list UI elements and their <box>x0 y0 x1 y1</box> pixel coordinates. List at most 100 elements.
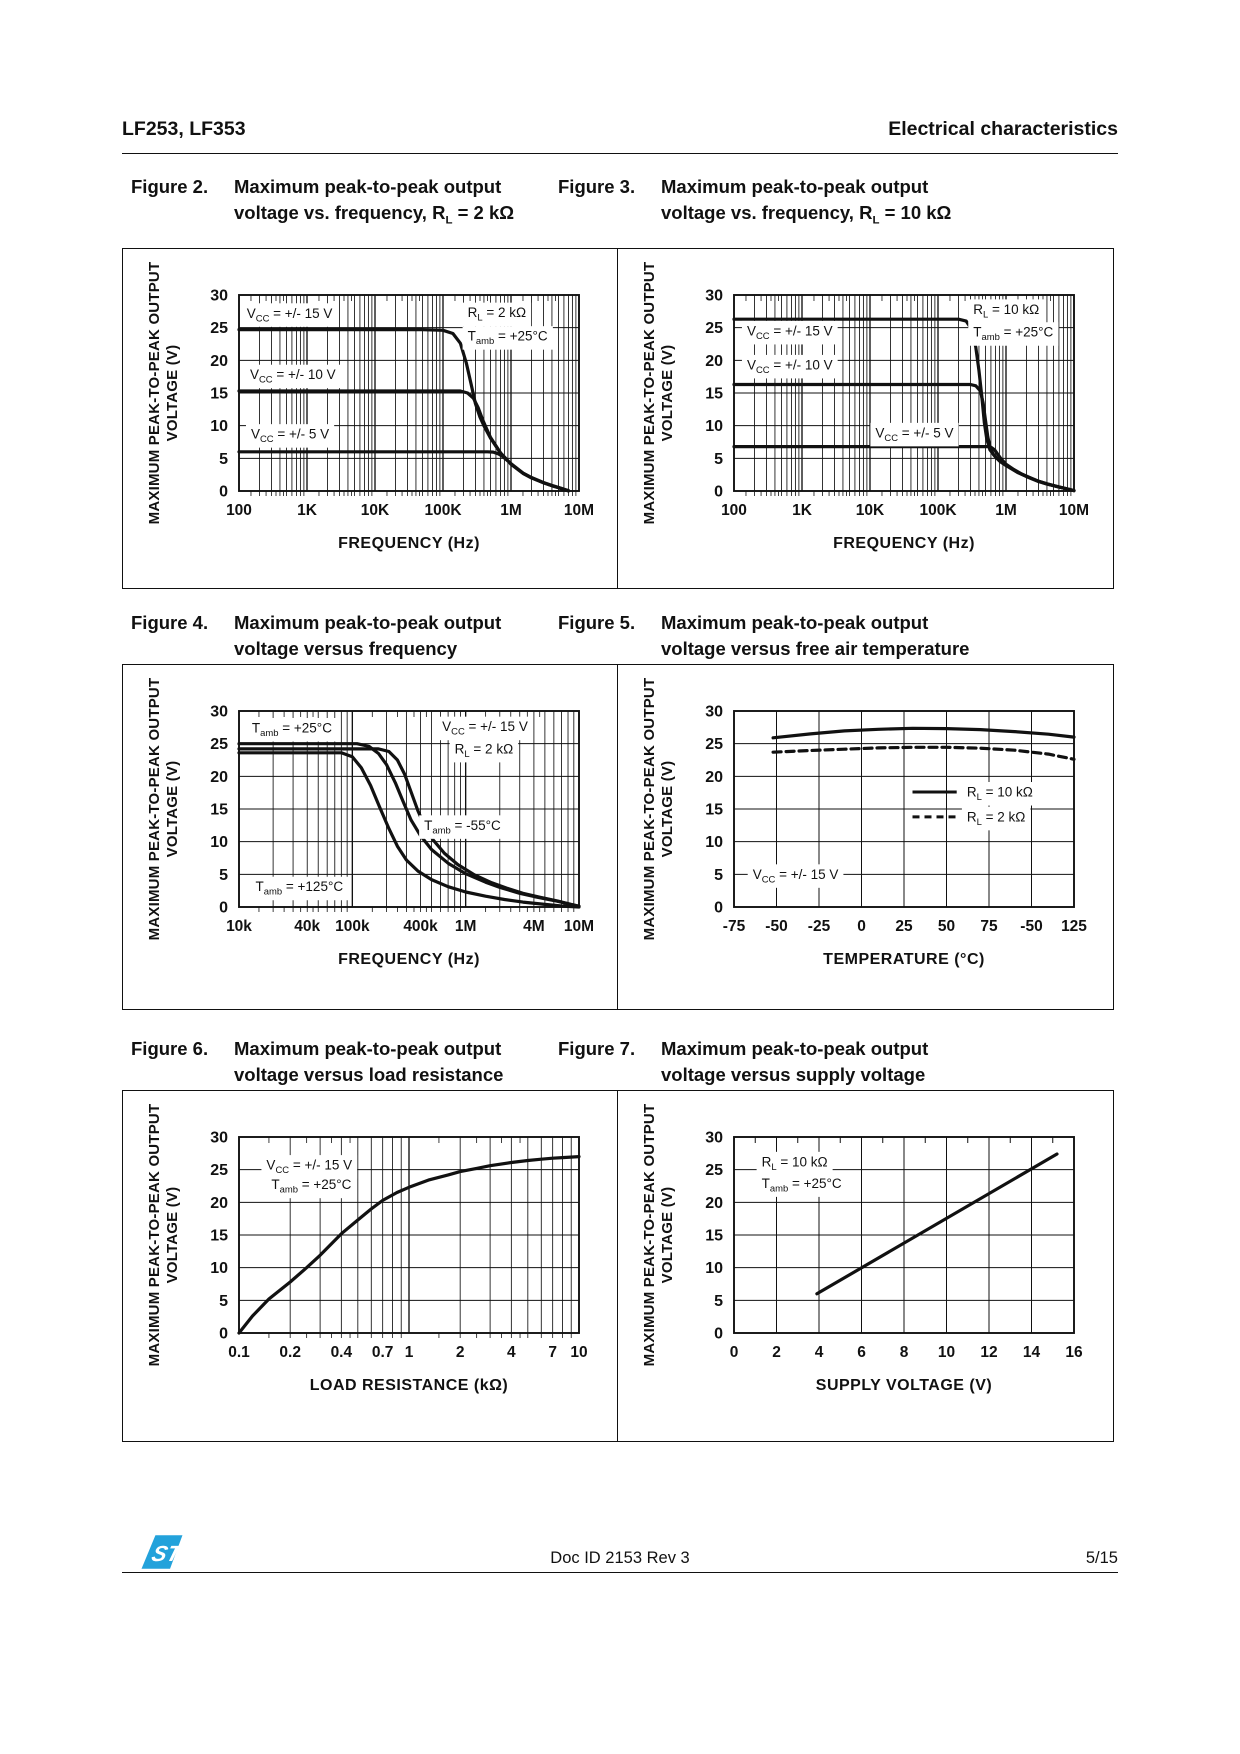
chart-annotation: VCC = +/- 15 V <box>241 303 338 327</box>
svg-text:5: 5 <box>714 451 723 468</box>
chart-annotation: RL = 2 kΩ <box>449 738 519 763</box>
svg-text:14: 14 <box>1023 1344 1041 1361</box>
caption-row-2: Figure 4. Maximum peak-to-peak output vol… <box>122 610 1118 680</box>
footer-doc-id: Doc ID 2153 Rev 3 <box>550 1549 690 1567</box>
figure-5-panel: RL = 10 kΩ RL = 2 kΩ VCC = +/- 15 V 0 5 10 15 2… <box>617 664 1115 1010</box>
svg-text:100K: 100K <box>920 502 958 519</box>
svg-text:0: 0 <box>714 900 723 917</box>
svg-text:1M: 1M <box>500 502 522 519</box>
figure-4-title: Maximum peak-to-peak output voltage versu… <box>234 612 502 659</box>
header-rule <box>122 153 1118 154</box>
chart-annotation: VCC = +/- 5 V <box>245 424 335 448</box>
svg-text:0: 0 <box>730 1344 739 1361</box>
figure-3-chart: VCC = +/- 15 V VCC = +/- 10 V VCC = +/- 5 … <box>618 249 1113 563</box>
caption-row-3: Figure 6. Maximum peak-to-peak output vol… <box>122 1036 1118 1106</box>
svg-text:40k: 40k <box>294 918 320 935</box>
fig4-plot: Tamb = +25°C VCC = +/- 15 V RL = 2 kΩ Tamb … <box>146 678 594 968</box>
svg-text:Tamb = +25°C: Tamb = +25°C <box>252 720 332 739</box>
axis-labels: 0 5 10 15 20 25 30 100 1K 10K 100K 1M 10M FREQUENCY (… <box>641 262 1089 552</box>
svg-text:4: 4 <box>507 1344 516 1361</box>
chart-annotation: Tamb = +25°C <box>266 1174 357 1199</box>
svg-text:VCC = +/- 5 V: VCC = +/- 5 V <box>876 425 954 444</box>
svg-text:10M: 10M <box>564 918 594 935</box>
svg-text:FREQUENCY (Hz): FREQUENCY (Hz) <box>833 535 975 552</box>
svg-text:SUPPLY VOLTAGE (V): SUPPLY VOLTAGE (V) <box>816 1377 992 1394</box>
svg-text:0: 0 <box>219 900 228 917</box>
svg-text:15: 15 <box>210 386 228 403</box>
chart-annotation: RL = 2 kΩ <box>912 806 1031 831</box>
chart-annotation: VCC = +/- 15 V <box>437 716 533 741</box>
series-tamb-125-c <box>237 751 581 909</box>
svg-text:10: 10 <box>210 1260 228 1277</box>
svg-text:5: 5 <box>714 867 723 884</box>
svg-text:10: 10 <box>706 834 724 851</box>
svg-text:10: 10 <box>210 418 228 435</box>
svg-text:15: 15 <box>706 802 724 819</box>
svg-text:400k: 400k <box>403 918 438 935</box>
svg-text:5: 5 <box>219 451 228 468</box>
fig7-plot: RL = 10 kΩ Tamb = +25°C 0 5 10 15 20 25 30 0 2 4 6 8 1… <box>641 1104 1084 1394</box>
svg-text:VOLTAGE (V): VOLTAGE (V) <box>659 345 676 442</box>
svg-text:5: 5 <box>219 1293 228 1310</box>
chart-annotation: RL = 10 kΩ <box>756 1151 833 1176</box>
chart-annotation: VCC = +/- 15 V <box>748 864 844 888</box>
figure-7-title: Maximum peak-to-peak output voltage versu… <box>661 1038 929 1085</box>
svg-text:RL = 10 kΩ: RL = 10 kΩ <box>974 302 1040 321</box>
figure-3-caption: Figure 3. Maximum peak-to-peak output vol… <box>558 174 1038 234</box>
part-number: LF253, LF353 <box>122 118 246 140</box>
fig2-plot: VCC = +/- 15 V VCC = +/- 10 V VCC = +/- 5 … <box>146 262 594 552</box>
svg-text:0: 0 <box>858 918 867 935</box>
chart-annotation: VCC = +/- 10 V <box>742 354 838 379</box>
svg-text:10M: 10M <box>564 502 594 519</box>
svg-text:30: 30 <box>210 704 228 721</box>
svg-text:20: 20 <box>210 1195 228 1212</box>
svg-text:VCC = +/- 5 V: VCC = +/- 5 V <box>251 427 329 446</box>
chart-annotation: RL = 10 kΩ <box>968 299 1045 323</box>
chart-annotation: RL = 2 kΩ <box>462 302 532 327</box>
svg-text:75: 75 <box>981 918 999 935</box>
svg-text:25: 25 <box>706 1162 724 1179</box>
svg-text:0.1: 0.1 <box>228 1344 250 1361</box>
svg-text:16: 16 <box>1066 1344 1084 1361</box>
svg-text:25: 25 <box>706 736 724 753</box>
svg-text:20: 20 <box>210 353 228 370</box>
svg-text:FREQUENCY (Hz): FREQUENCY (Hz) <box>338 535 480 552</box>
figure-7-chart: RL = 10 kΩ Tamb = +25°C 0 5 10 15 20 25 30 0 2 4 6 8 1… <box>618 1091 1113 1405</box>
svg-text:100K: 100K <box>424 502 462 519</box>
svg-text:10: 10 <box>706 418 724 435</box>
figure-6-chart: VCC = +/- 15 V Tamb = +25°C 0 5 10 15 20 25 30 0.… <box>123 1091 618 1405</box>
svg-text:0: 0 <box>714 484 723 501</box>
page-header: LF253, LF353 Electrical characteristics <box>122 118 1118 141</box>
svg-text:6: 6 <box>858 1344 867 1361</box>
svg-text:100k: 100k <box>335 918 370 935</box>
svg-text:MAXIMUM PEAK-TO-PEAK OUTPUT: MAXIMUM PEAK-TO-PEAK OUTPUT <box>146 262 163 525</box>
figure-6-title: Maximum peak-to-peak output voltage versu… <box>234 1038 504 1085</box>
svg-text:VOLTAGE (V): VOLTAGE (V) <box>659 1187 676 1284</box>
svg-text:25: 25 <box>210 736 228 753</box>
svg-text:25: 25 <box>896 918 914 935</box>
svg-text:15: 15 <box>210 802 228 819</box>
svg-text:RL = 2 kΩ: RL = 2 kΩ <box>468 305 527 324</box>
svg-text:MAXIMUM PEAK-TO-PEAK OUTPUT: MAXIMUM PEAK-TO-PEAK OUTPUT <box>146 1104 163 1367</box>
svg-text:20: 20 <box>210 769 228 786</box>
figure-7-panel: RL = 10 kΩ Tamb = +25°C 0 5 10 15 20 25 30 0 2 4 6 8 1… <box>617 1090 1115 1442</box>
svg-text:20: 20 <box>706 353 724 370</box>
figure-2-caption: Figure 2. Maximum peak-to-peak output vol… <box>131 174 601 234</box>
figure-5-chart: RL = 10 kΩ RL = 2 kΩ VCC = +/- 15 V 0 5 10 15 2… <box>618 665 1113 979</box>
figure-2-label: Figure 2. <box>131 176 209 197</box>
svg-text:1M: 1M <box>996 502 1018 519</box>
grid <box>239 295 579 496</box>
figure-row-3: VCC = +/- 15 V Tamb = +25°C 0 5 10 15 20 25 30 0.… <box>122 1090 1115 1442</box>
svg-text:VOLTAGE (V): VOLTAGE (V) <box>659 761 676 858</box>
svg-text:-75: -75 <box>723 918 746 935</box>
svg-text:0.7: 0.7 <box>372 1344 394 1361</box>
chart-annotation: Tamb = +25°C <box>968 322 1059 346</box>
series-rl-10-k-tamb-25-c <box>815 1152 1059 1296</box>
svg-text:-25: -25 <box>808 918 831 935</box>
svg-text:30: 30 <box>210 288 228 305</box>
svg-text:25: 25 <box>210 1162 228 1179</box>
figure-3-label: Figure 3. <box>558 176 636 197</box>
svg-text:MAXIMUM PEAK-TO-PEAK OUTPUT: MAXIMUM PEAK-TO-PEAK OUTPUT <box>641 262 658 525</box>
series-vcc-5-v <box>237 450 571 493</box>
